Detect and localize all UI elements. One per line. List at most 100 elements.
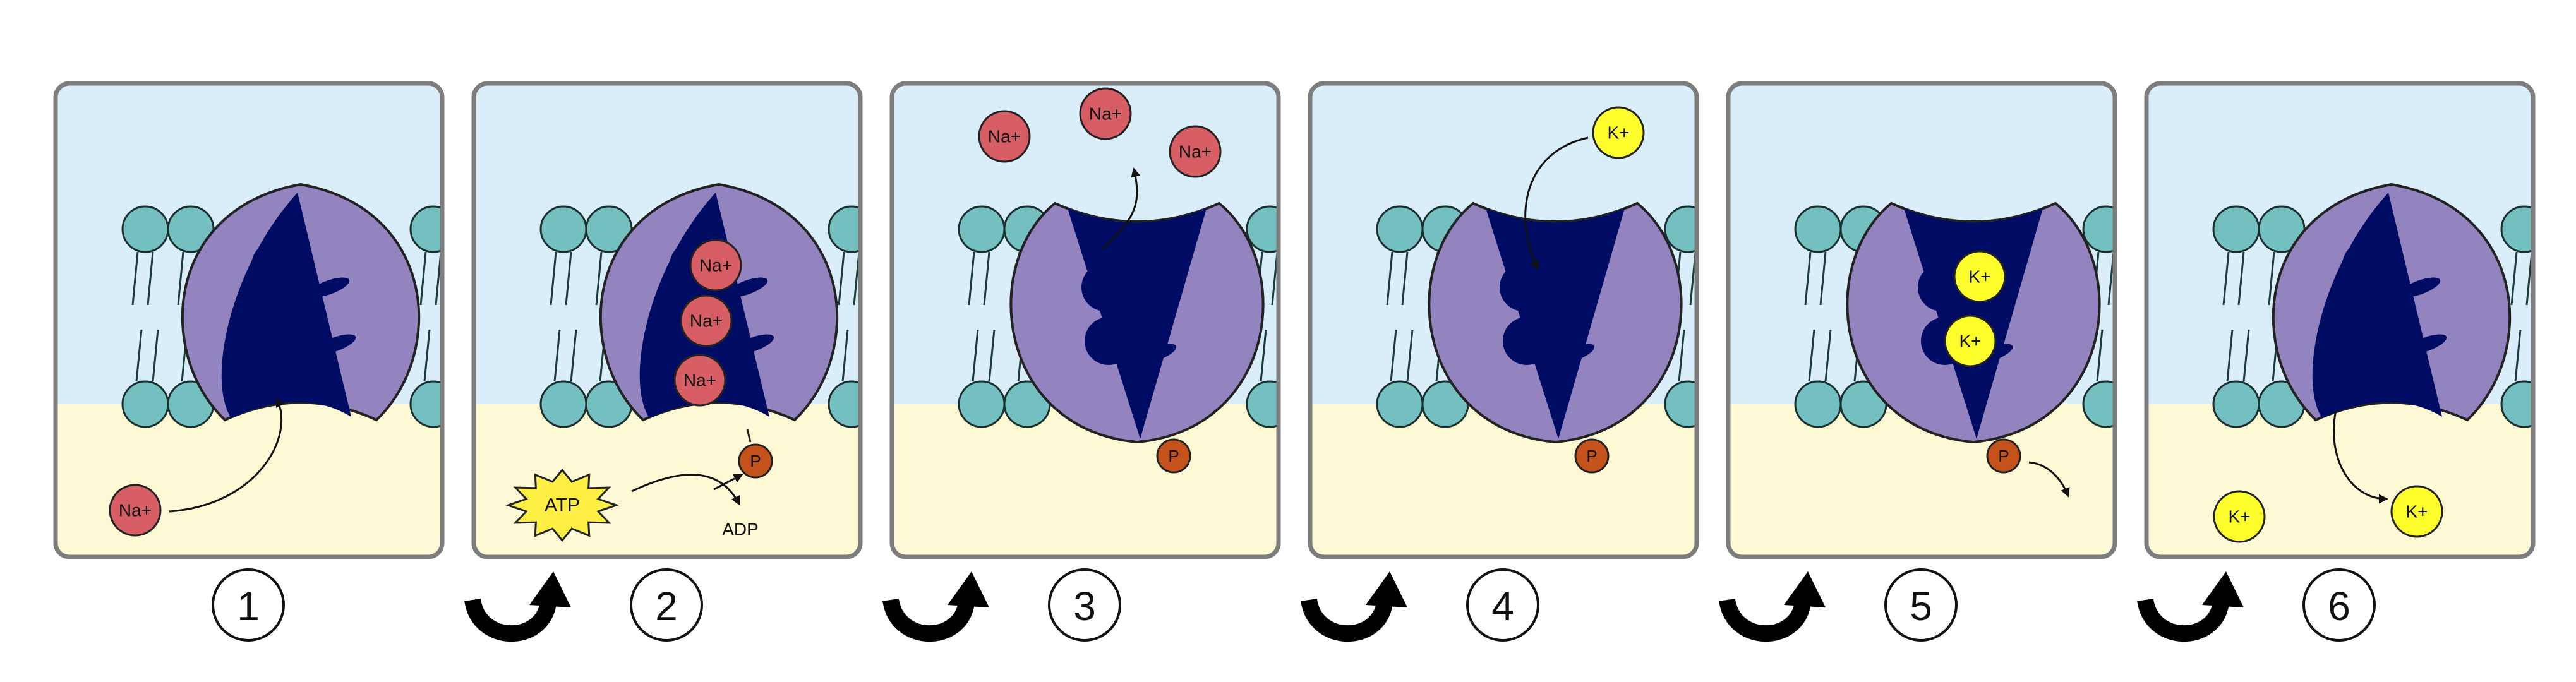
phosphate-circle [1574, 438, 1610, 474]
lipid-head [1376, 205, 1424, 253]
atp-molecule: ATP [505, 468, 620, 542]
potassium-ion-label: K+ [1607, 123, 1629, 143]
atp-burst [505, 468, 620, 542]
lipid-head [2212, 205, 2260, 253]
panel-content: K+ P [1310, 83, 1697, 557]
lipid-tail [550, 251, 572, 306]
lipid-head [539, 380, 587, 428]
lipid-head [828, 380, 860, 428]
lipid-head [828, 205, 860, 253]
lipid-tail [2555, 252, 2575, 305]
panel-content: K+ K+ [2146, 83, 2576, 557]
sodium-ion-circle [109, 484, 162, 537]
pump-protein [2272, 182, 2512, 422]
binding-site [251, 241, 299, 289]
sodium-ion-circle [978, 110, 1031, 163]
lipid-head [409, 205, 442, 253]
pump-protein [181, 182, 421, 422]
sodium-ion-circle [673, 354, 726, 407]
sodium-release-arrow [1101, 167, 1141, 251]
lipid-tail [553, 329, 577, 382]
lipid-head [1376, 380, 1424, 428]
phosphate-label: P [1998, 446, 2009, 465]
sodium-ion-label: Na+ [690, 311, 723, 331]
sodium-ion-circle [1169, 125, 1222, 178]
potassium-ion-label: K+ [2228, 507, 2250, 527]
panel-frame [889, 81, 1281, 559]
panel-frame [1726, 81, 2117, 559]
protein-fin [2399, 277, 2441, 297]
panel-frame [1308, 81, 1699, 559]
lipid-head [1794, 380, 1842, 428]
step-number-label: 6 [2328, 583, 2350, 629]
curved-arrow-head [1784, 571, 1826, 607]
phosphate-release-arrow [2028, 461, 2070, 498]
binding-site [1081, 263, 1129, 311]
binding-site [2330, 295, 2378, 343]
phosphate-circle [1986, 438, 2021, 474]
phosphate-group: P [738, 443, 773, 479]
panel-6: K+ K+ [2144, 81, 2576, 559]
phosphate-group: P [1986, 438, 2021, 474]
protein-fin [726, 277, 768, 297]
pump-protein [1428, 201, 1683, 444]
adp-arrow [631, 474, 740, 506]
protein-fin [308, 277, 350, 297]
cytoplasm [2146, 404, 2533, 557]
curved-arrow-icon [2137, 598, 2229, 642]
binding-site [1500, 263, 1548, 311]
lipid-tail [2222, 251, 2245, 306]
lipid-head [1794, 205, 1842, 253]
potassium-ion: K+ [1592, 106, 1645, 159]
step-number-2: 2 [630, 568, 703, 642]
phosphate-transfer-arrow [713, 474, 743, 491]
potassium-ion-circle [2213, 490, 2266, 543]
potassium-ion-circle [2390, 485, 2443, 538]
sodium-ion: Na+ [109, 484, 162, 537]
lipid-head [1246, 380, 1279, 428]
binding-site [2342, 241, 2390, 289]
step-number-4: 4 [1466, 568, 1539, 642]
step-number-circle [1466, 568, 1539, 642]
panel-content: K+ K+ P [1728, 83, 2115, 557]
lipid-head [1246, 205, 1279, 253]
cytoplasm [1728, 404, 2115, 557]
adp-label: ADP [722, 520, 759, 539]
sodium-ion: Na+ [673, 354, 726, 407]
sodium-ion-circle [689, 239, 742, 292]
lipid-bilayer [121, 205, 442, 428]
step-number-label: 2 [655, 583, 678, 629]
sodium-ion-label: Na+ [988, 127, 1021, 147]
phosphate-label: P [1586, 446, 1597, 465]
sodium-ion: Na+ [1079, 87, 1132, 140]
protein-fin [733, 334, 774, 354]
panel-content: Na+ [56, 83, 442, 557]
sodium-ion: Na+ [1169, 125, 1222, 178]
curved-arrow-head [1366, 571, 1407, 607]
potassium-entry-arrow [1524, 136, 1589, 270]
panel-frame [53, 81, 445, 559]
phosphate-label: P [750, 452, 761, 470]
lipid-tail [2226, 329, 2250, 382]
cytoplasm [892, 404, 1279, 557]
lipid-tail [1390, 329, 1414, 382]
sodium-entry-arrow [169, 397, 285, 513]
protein-fin [1927, 249, 1969, 269]
potassium-ion-label: K+ [1968, 267, 1990, 287]
lipid-tail [1804, 251, 1827, 306]
panel-1: Na+ [53, 81, 445, 559]
curved-arrow-head [529, 571, 571, 607]
potassium-ion-circle [1592, 106, 1645, 159]
step-number-6: 6 [2302, 568, 2376, 642]
lipid-tail [2558, 330, 2576, 381]
curved-arrow-icon [1719, 598, 1811, 642]
lipid-head [2082, 205, 2115, 253]
lipid-head [2212, 380, 2260, 428]
phosphate-label: P [1168, 446, 1179, 465]
sodium-ion-label: Na+ [119, 501, 152, 520]
curved-arrow-head [2202, 571, 2244, 607]
protein-fin [315, 334, 356, 354]
lipid-head [958, 205, 1006, 253]
step-number-circle [1884, 568, 1958, 642]
